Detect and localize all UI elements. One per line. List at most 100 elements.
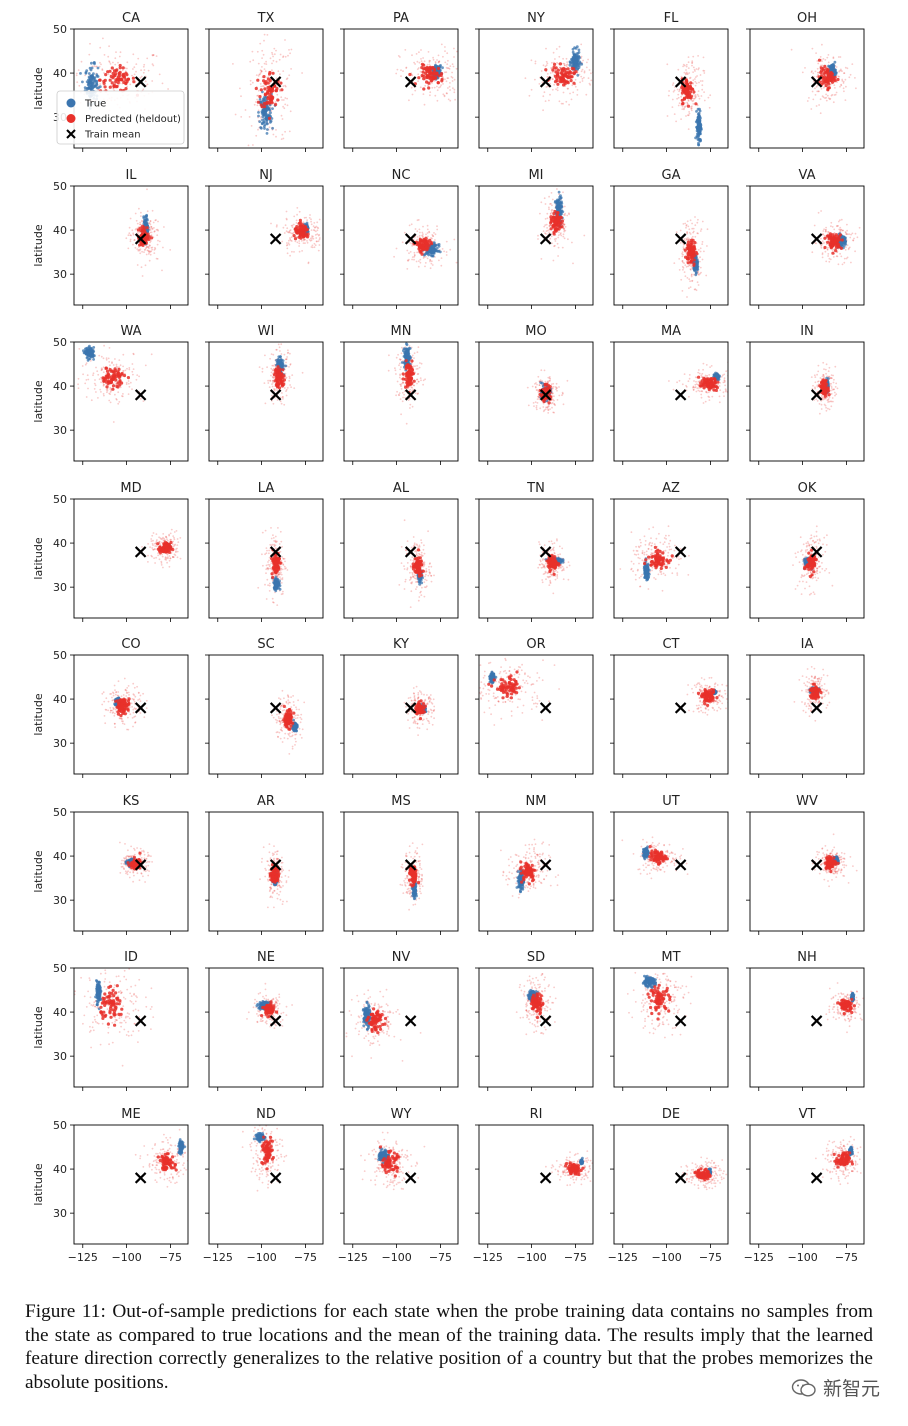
predicted-point (85, 362, 88, 365)
predicted-point (267, 95, 271, 99)
predicted-point (116, 381, 120, 385)
true-point (697, 111, 701, 115)
predicted-point (552, 224, 556, 228)
predicted-point (267, 100, 271, 105)
predicted-point (308, 239, 311, 241)
true-point (694, 273, 698, 277)
panel-mi: MI (475, 168, 594, 309)
predicted-point (128, 232, 131, 235)
predicted-point (150, 353, 153, 356)
true-point (557, 204, 561, 208)
panel-ca: CA304050latitudeTruePredicted (heldout)T… (32, 11, 189, 152)
predicted-point (557, 75, 562, 79)
predicted-point (309, 237, 312, 240)
predicted-point (151, 227, 154, 230)
predicted-point (318, 237, 321, 239)
predicted-point (326, 233, 328, 235)
predicted-point (272, 55, 274, 58)
true-point (90, 61, 93, 65)
true-point (88, 357, 92, 360)
predicted-point (839, 56, 842, 58)
predicted-point (554, 70, 558, 74)
predicted-point (544, 65, 547, 68)
predicted-point (692, 82, 694, 85)
predicted-point (691, 235, 694, 238)
predicted-point (282, 226, 285, 229)
y-tick-label: 50 (53, 180, 67, 193)
predicted-point (410, 223, 413, 226)
panel-title: NY (527, 11, 545, 26)
predicted-point (684, 78, 688, 82)
predicted-point (840, 84, 843, 87)
predicted-point (590, 72, 592, 75)
predicted-point (688, 77, 691, 80)
predicted-point (534, 62, 537, 65)
predicted-point (831, 251, 835, 255)
predicted-point (599, 78, 601, 80)
predicted-point (103, 344, 105, 347)
predicted-point (562, 227, 565, 230)
predicted-point (410, 86, 413, 89)
predicted-point (436, 225, 438, 228)
predicted-point (108, 45, 110, 48)
predicted-point (563, 67, 568, 71)
predicted-point (270, 367, 273, 370)
predicted-point (811, 90, 814, 93)
predicted-point (837, 238, 842, 242)
predicted-point (285, 377, 287, 380)
predicted-point (817, 74, 819, 76)
predicted-point (149, 220, 152, 223)
predicted-point (849, 236, 852, 239)
predicted-point (109, 369, 113, 373)
predicted-point (685, 239, 688, 241)
true-point (93, 62, 96, 66)
predicted-point (133, 239, 136, 242)
predicted-point (832, 56, 835, 59)
predicted-point (141, 224, 145, 228)
predicted-point (99, 46, 102, 49)
predicted-point (694, 70, 696, 72)
predicted-point (685, 72, 687, 75)
predicted-point (310, 246, 313, 248)
predicted-point (440, 77, 444, 81)
predicted-point (832, 101, 835, 104)
predicted-point (309, 239, 312, 242)
predicted-point (312, 235, 314, 238)
predicted-point (102, 384, 105, 387)
predicted-point (266, 34, 269, 36)
predicted-point (682, 246, 685, 249)
predicted-point (111, 384, 116, 388)
predicted-point (444, 78, 446, 81)
true-point (265, 108, 269, 112)
predicted-point (107, 380, 111, 384)
points (270, 207, 328, 265)
predicted-point (544, 68, 548, 72)
predicted-point (92, 372, 95, 375)
predicted-point (690, 259, 694, 263)
predicted-point (426, 63, 429, 66)
predicted-point (136, 228, 140, 232)
predicted-point (106, 375, 110, 380)
predicted-point (827, 253, 830, 255)
predicted-point (548, 225, 551, 228)
true-point (85, 356, 89, 360)
predicted-point (572, 72, 576, 76)
predicted-point (110, 81, 114, 85)
predicted-point (447, 67, 450, 69)
predicted-point (562, 233, 565, 236)
predicted-point (822, 58, 825, 60)
predicted-point (530, 59, 533, 62)
predicted-point (144, 248, 147, 251)
predicted-point (840, 218, 843, 221)
predicted-point (673, 89, 676, 92)
predicted-point (836, 77, 840, 82)
predicted-point (421, 246, 425, 250)
predicted-point (685, 115, 687, 117)
true-point (84, 71, 88, 74)
predicted-point (439, 85, 442, 88)
predicted-point (417, 67, 420, 69)
predicted-point (426, 232, 429, 234)
panel-frame (478, 28, 594, 149)
predicted-point (317, 227, 320, 230)
predicted-point (115, 363, 118, 366)
